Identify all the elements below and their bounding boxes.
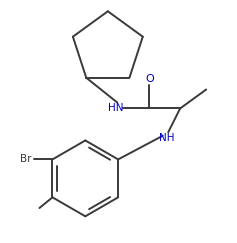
Text: NH: NH	[159, 133, 175, 143]
Text: Br: Br	[20, 154, 31, 165]
Text: HN: HN	[108, 104, 124, 113]
Text: O: O	[145, 74, 154, 84]
